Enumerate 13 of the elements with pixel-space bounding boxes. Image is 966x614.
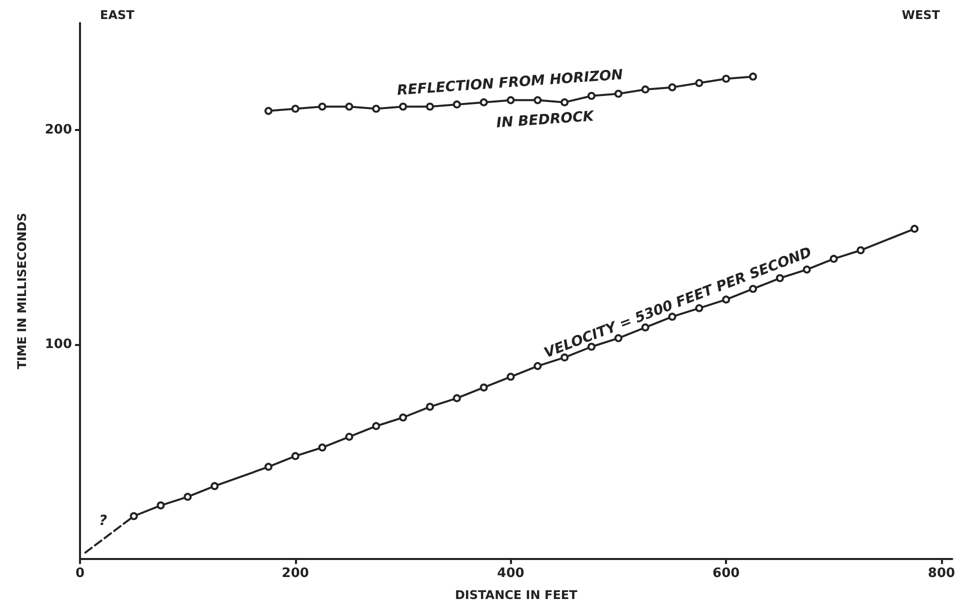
annotation: ?: [98, 513, 108, 529]
y-axis-title: TIME IN MILLISECONDS: [15, 212, 29, 370]
text: WEST: [902, 8, 941, 22]
x-axis-title: DISTANCE IN FEET: [454, 588, 578, 602]
annotation: REFLECTION FROM HORIZON: [396, 67, 624, 99]
x-tick-label: 0: [75, 566, 85, 581]
text: EAST: [100, 8, 136, 22]
x-tick-label: 800: [928, 566, 956, 581]
x-tick-label: 400: [497, 566, 524, 581]
y-tick-label: 100: [44, 337, 72, 352]
annotation: IN BEDROCK: [496, 108, 596, 132]
x-tick-label: 200: [282, 566, 309, 581]
x-tick-label: 600: [712, 566, 740, 581]
